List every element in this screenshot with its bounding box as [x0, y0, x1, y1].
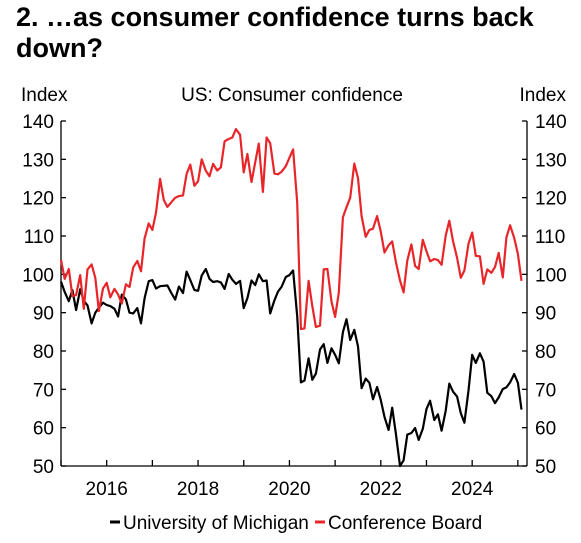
y-tick-label-left: 80 [33, 342, 54, 363]
y-tick-label-right: 120 [535, 189, 567, 210]
y-tick-label-right: 90 [535, 304, 556, 325]
series-group [59, 128, 523, 468]
y-tick-label-left: 100 [22, 265, 54, 286]
x-tick-label: 2016 [86, 479, 128, 500]
y-axis-label-right: Index [520, 85, 567, 106]
y-axis-label-left: Index [21, 85, 68, 106]
y-tick-label-left: 90 [33, 304, 54, 325]
legend-label: University of Michigan [123, 513, 309, 534]
y-tick-label-left: 60 [33, 419, 54, 440]
legend-label: Conference Board [328, 513, 482, 534]
y-tick-label-right: 140 [535, 112, 567, 133]
x-tick-label: 2022 [360, 479, 402, 500]
series-line [59, 267, 523, 468]
chart-title: 2. …as consumer confidence turns back do… [16, 2, 534, 63]
y-tick-label-right: 110 [535, 227, 565, 248]
x-tick-label: 2024 [451, 479, 494, 500]
y-tick-label-right: 130 [535, 150, 567, 171]
chart-subtitle: US: Consumer confidence [181, 85, 403, 106]
y-tick-label-left: 50 [33, 457, 54, 478]
y-tick-label-left: 110 [24, 227, 54, 248]
x-tick-label: 2018 [177, 479, 219, 500]
legend: University of Michigan Conference Board [110, 513, 482, 534]
y-tick-label-right: 60 [535, 419, 556, 440]
x-tick-label: 2020 [268, 479, 310, 500]
y-tick-label-right: 80 [535, 342, 556, 363]
y-tick-label-right: 70 [535, 380, 556, 401]
y-tick-label-left: 130 [22, 150, 54, 171]
y-tick-label-right: 50 [535, 457, 556, 478]
series-line [59, 128, 523, 331]
y-tick-label-left: 140 [22, 112, 54, 133]
y-tick-label-left: 120 [22, 189, 54, 210]
axes-group: 50 50 60 60 70 70 80 80 90 90 100 100 110 110 120 120 13… [22, 112, 566, 500]
y-tick-label-left: 70 [33, 380, 54, 401]
y-tick-label-right: 100 [535, 265, 567, 286]
